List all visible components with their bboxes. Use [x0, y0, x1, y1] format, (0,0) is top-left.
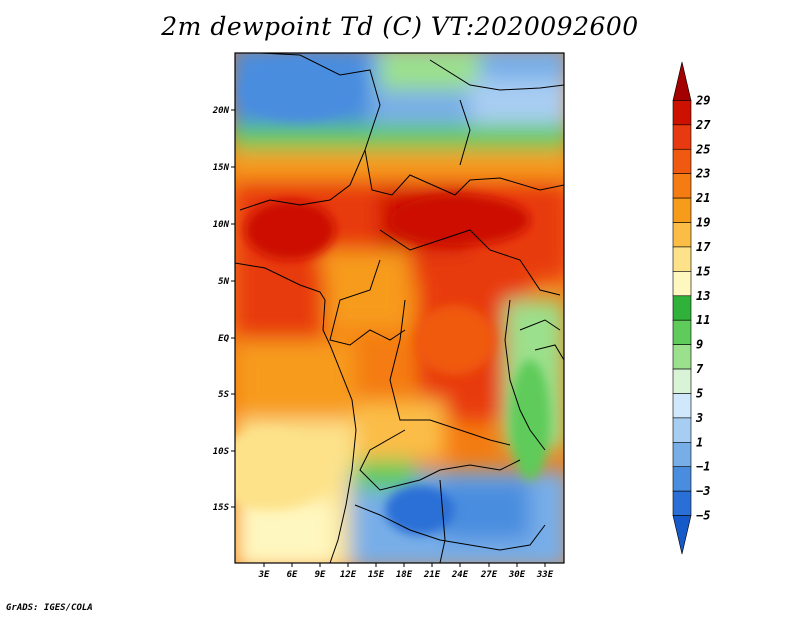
lon-ticks: [263, 563, 546, 567]
colorbar: 29 27 25 23 21 19 17 15 13 11 9 7 5 3 1 −1 −3 −5: [672, 61, 711, 555]
lon-label: 33E: [536, 570, 554, 580]
lat-ticks: [231, 109, 235, 508]
colorbar-swatch: [672, 271, 692, 297]
colorbar-label: 29: [695, 93, 710, 107]
colorbar-swatch: [672, 466, 692, 492]
colorbar-swatch: [672, 515, 692, 555]
map-frame: [234, 52, 565, 564]
colorbar-label: 19: [696, 216, 710, 230]
colorbar-swatch: [672, 490, 692, 516]
lat-label: 5N: [218, 277, 229, 287]
lon-label: 24E: [451, 570, 469, 580]
lat-label: 15S: [213, 503, 230, 513]
colorbar-label: 17: [696, 240, 711, 254]
lon-label: 15E: [368, 570, 385, 580]
colorbar-label: 3: [695, 411, 703, 425]
lon-label: 3E: [258, 570, 270, 580]
colorbar-swatch: [672, 197, 692, 223]
lat-label: 5S: [218, 390, 229, 400]
colorbar-label: 9: [696, 338, 703, 352]
colorbar-label: 21: [695, 191, 710, 205]
colorbar-label: −5: [696, 509, 710, 523]
colorbar-swatch: [672, 344, 692, 370]
grads-credit: GrADS: IGES/COLA: [6, 603, 93, 613]
colorbar-label: 23: [695, 167, 710, 181]
lon-label: 30E: [508, 570, 526, 580]
lat-label: 10S: [213, 447, 230, 457]
colorbar-label: 7: [696, 362, 704, 376]
colorbar-label: −3: [696, 484, 710, 498]
lat-label: 10N: [213, 220, 230, 230]
colorbar-swatch: [672, 173, 692, 199]
lon-labels: 3E 6E 9E 12E 15E 18E 21E 24E 27E 30E 33E: [258, 570, 554, 580]
colorbar-swatch: [672, 417, 692, 443]
lat-label: 20N: [212, 106, 230, 116]
lat-labels: 20N 15N 10N 5N EQ 5S 10S 15S: [212, 106, 230, 513]
colorbar-swatch: [672, 295, 692, 321]
country-borders: [235, 53, 564, 563]
lon-label: 27E: [480, 570, 498, 580]
colorbar-label: 13: [696, 289, 710, 303]
lon-label: 18E: [396, 570, 413, 580]
lat-label: 15N: [213, 163, 230, 173]
colorbar-swatch: [672, 100, 692, 126]
colorbar-label: 27: [695, 118, 711, 132]
shaded-field: [235, 53, 564, 563]
colorbar-swatch: [672, 148, 692, 174]
lon-label: 9E: [315, 570, 326, 580]
map-title: 2m dewpoint Td (C) VT:2020092600: [161, 12, 639, 41]
colorbar-swatch: [672, 61, 692, 101]
colorbar-swatch: [672, 319, 692, 345]
lon-label: 6E: [287, 570, 298, 580]
colorbar-label: 5: [696, 386, 703, 400]
colorbar-swatch: [672, 368, 692, 394]
colorbar-label: 25: [695, 142, 710, 156]
colorbar-swatch: [672, 442, 692, 468]
colorbar-label: −1: [696, 460, 710, 474]
colorbar-label: 11: [696, 313, 710, 327]
lon-label: 21E: [423, 570, 441, 580]
colorbar-swatch: [672, 246, 692, 272]
colorbar-swatch: [672, 124, 692, 150]
lon-label: 12E: [340, 570, 357, 580]
colorbar-label: 1: [696, 435, 703, 449]
colorbar-swatch: [672, 222, 692, 248]
colorbar-label: 15: [696, 264, 710, 278]
colorbar-swatch: [672, 393, 692, 419]
lat-label: EQ: [218, 334, 229, 344]
